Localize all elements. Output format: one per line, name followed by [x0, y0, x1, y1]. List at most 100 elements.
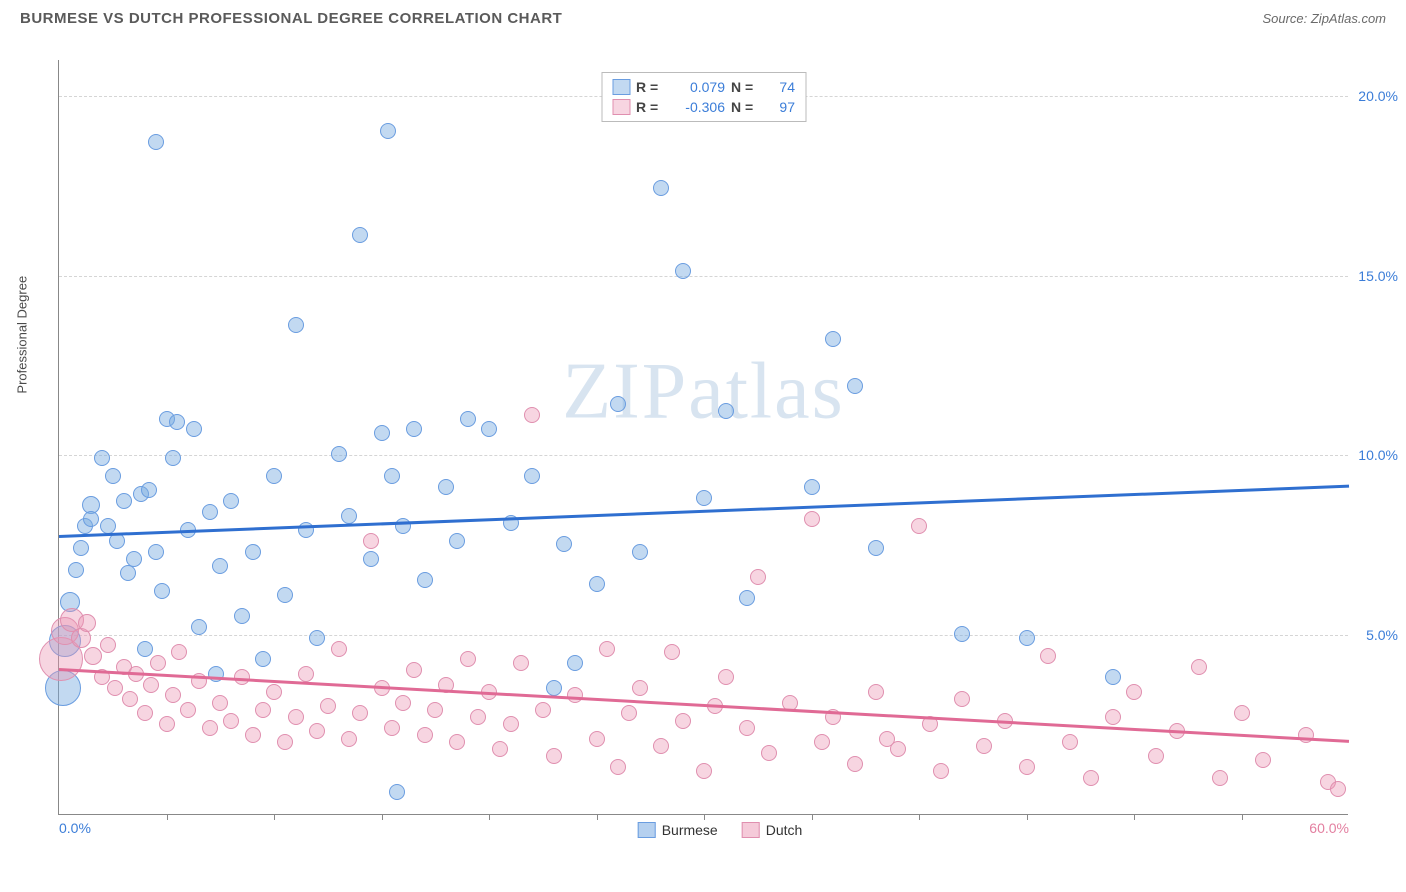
source-attribution: Source: ZipAtlas.com — [1262, 11, 1386, 26]
y-tick-label: 20.0% — [1358, 88, 1398, 104]
scatter-point — [653, 180, 669, 196]
scatter-point — [288, 317, 304, 333]
scatter-point — [675, 713, 691, 729]
scatter-point — [1105, 709, 1121, 725]
gridline — [59, 635, 1348, 636]
scatter-point — [653, 738, 669, 754]
scatter-point — [1191, 659, 1207, 675]
scatter-point — [427, 702, 443, 718]
scatter-point — [589, 731, 605, 747]
y-tick-label: 5.0% — [1366, 627, 1398, 643]
scatter-point — [389, 784, 405, 800]
scatter-point — [814, 734, 830, 750]
scatter-point — [890, 741, 906, 757]
scatter-point — [137, 641, 153, 657]
r-label: R = — [636, 79, 664, 95]
scatter-point — [524, 407, 540, 423]
scatter-point — [1019, 630, 1035, 646]
x-tick — [597, 814, 598, 820]
scatter-point — [120, 565, 136, 581]
scatter-point — [696, 763, 712, 779]
scatter-point — [255, 651, 271, 667]
scatter-point — [165, 687, 181, 703]
chart-header: BURMESE VS DUTCH PROFESSIONAL DEGREE COR… — [0, 0, 1406, 32]
y-tick-label: 10.0% — [1358, 447, 1398, 463]
y-tick-label: 15.0% — [1358, 268, 1398, 284]
scatter-point — [341, 731, 357, 747]
scatter-point — [331, 446, 347, 462]
scatter-point — [911, 518, 927, 534]
n-value: 97 — [765, 99, 795, 115]
scatter-point — [116, 493, 132, 509]
scatter-point — [546, 748, 562, 764]
scatter-point — [739, 590, 755, 606]
scatter-point — [395, 695, 411, 711]
scatter-point — [1212, 770, 1228, 786]
scatter-point — [331, 641, 347, 657]
scatter-point — [137, 705, 153, 721]
scatter-point — [148, 544, 164, 560]
scatter-point — [298, 666, 314, 682]
scatter-point — [363, 551, 379, 567]
scatter-point — [180, 702, 196, 718]
scatter-point — [847, 378, 863, 394]
scatter-point — [100, 637, 116, 653]
scatter-point — [341, 508, 357, 524]
scatter-point — [847, 756, 863, 772]
scatter-point — [150, 655, 166, 671]
y-axis-label: Professional Degree — [15, 276, 30, 394]
scatter-point — [159, 716, 175, 732]
scatter-point — [380, 123, 396, 139]
scatter-point — [266, 684, 282, 700]
n-label: N = — [731, 99, 759, 115]
scatter-point — [1083, 770, 1099, 786]
scatter-point — [632, 544, 648, 560]
scatter-point — [621, 705, 637, 721]
chart-container: Professional Degree ZIPatlas R =0.079N =… — [50, 50, 1390, 840]
x-tick — [1242, 814, 1243, 820]
scatter-point — [696, 490, 712, 506]
scatter-point — [245, 727, 261, 743]
stats-row: R =0.079N =74 — [612, 77, 795, 97]
scatter-point — [1148, 748, 1164, 764]
scatter-point — [406, 662, 422, 678]
r-label: R = — [636, 99, 664, 115]
scatter-point — [107, 680, 123, 696]
x-tick — [919, 814, 920, 820]
scatter-point — [610, 396, 626, 412]
scatter-point — [352, 227, 368, 243]
scatter-point — [202, 720, 218, 736]
scatter-point — [825, 331, 841, 347]
scatter-point — [68, 562, 84, 578]
scatter-point — [384, 720, 400, 736]
scatter-point — [954, 626, 970, 642]
scatter-point — [186, 421, 202, 437]
scatter-point — [406, 421, 422, 437]
scatter-point — [868, 684, 884, 700]
legend-label: Dutch — [766, 822, 803, 838]
scatter-point — [143, 677, 159, 693]
scatter-point — [126, 551, 142, 567]
gridline — [59, 455, 1348, 456]
scatter-point — [1126, 684, 1142, 700]
legend-item: Dutch — [742, 822, 803, 838]
gridline — [59, 276, 1348, 277]
scatter-point — [1330, 781, 1346, 797]
scatter-point — [122, 691, 138, 707]
scatter-point — [556, 536, 572, 552]
scatter-point — [599, 641, 615, 657]
scatter-point — [1298, 727, 1314, 743]
n-value: 74 — [765, 79, 795, 95]
scatter-point — [94, 450, 110, 466]
scatter-point — [105, 468, 121, 484]
scatter-point — [148, 134, 164, 150]
scatter-point — [1040, 648, 1056, 664]
legend-item: Burmese — [638, 822, 718, 838]
n-label: N = — [731, 79, 759, 95]
scatter-point — [234, 608, 250, 624]
scatter-point — [481, 421, 497, 437]
scatter-point — [567, 687, 583, 703]
chart-title: BURMESE VS DUTCH PROFESSIONAL DEGREE COR… — [20, 10, 562, 27]
x-tick — [489, 814, 490, 820]
scatter-point — [589, 576, 605, 592]
